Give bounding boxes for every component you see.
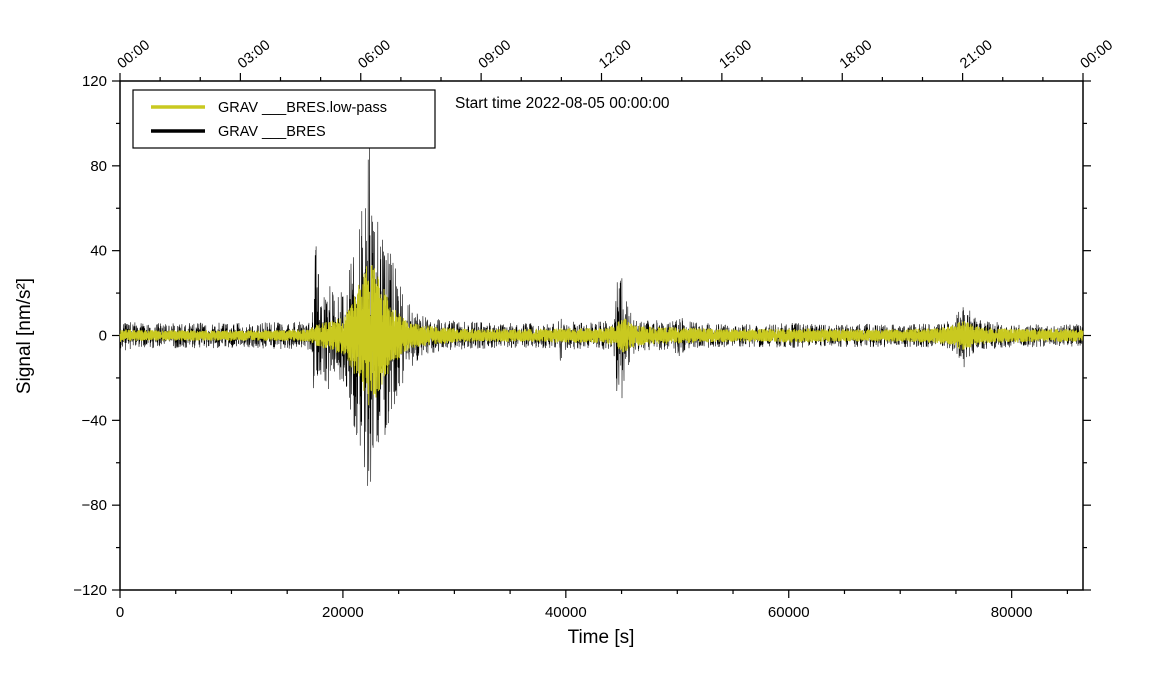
top-time-label: 00:00	[115, 37, 153, 72]
top-time-label: 15:00	[716, 37, 754, 72]
top-time-label: 06:00	[355, 37, 393, 72]
top-time-label: 18:00	[837, 37, 875, 72]
x-tick-label: 0	[116, 604, 124, 621]
x-tick-label: 80000	[991, 604, 1033, 621]
top-time-label: 03:00	[235, 37, 273, 72]
top-time-label: 09:00	[476, 37, 514, 72]
legend-label-lowpass: GRAV ___BRES.low-pass	[218, 100, 387, 116]
x-tick-label: 40000	[545, 604, 587, 621]
trace-lowpass	[119, 265, 1084, 406]
x-axis-label: Time [s]	[568, 627, 635, 648]
top-time-label: 21:00	[957, 37, 995, 72]
y-tick-label: −80	[82, 497, 107, 514]
x-tick-label: 20000	[322, 604, 364, 621]
legend-label-raw: GRAV ___BRES	[218, 124, 326, 140]
legend-box	[132, 89, 436, 149]
y-tick-label: −120	[73, 582, 107, 599]
y-axis-label: Signal [nm/s²]	[14, 278, 35, 394]
top-time-label: 00:00	[1078, 37, 1116, 72]
y-tick-label: −40	[82, 412, 107, 429]
y-tick-label: 120	[82, 73, 107, 90]
legend: GRAV ___BRES.low-pass GRAV ___BRES	[132, 89, 436, 149]
start-time-annotation: Start time 2022-08-05 00:00:00	[455, 95, 670, 112]
y-tick-label: 40	[90, 243, 107, 260]
y-tick-label: 80	[90, 158, 107, 175]
top-time-label: 12:00	[596, 37, 634, 72]
trace-raw	[119, 141, 1084, 486]
x-tick-label: 60000	[768, 604, 810, 621]
y-tick-label: 0	[99, 328, 107, 345]
